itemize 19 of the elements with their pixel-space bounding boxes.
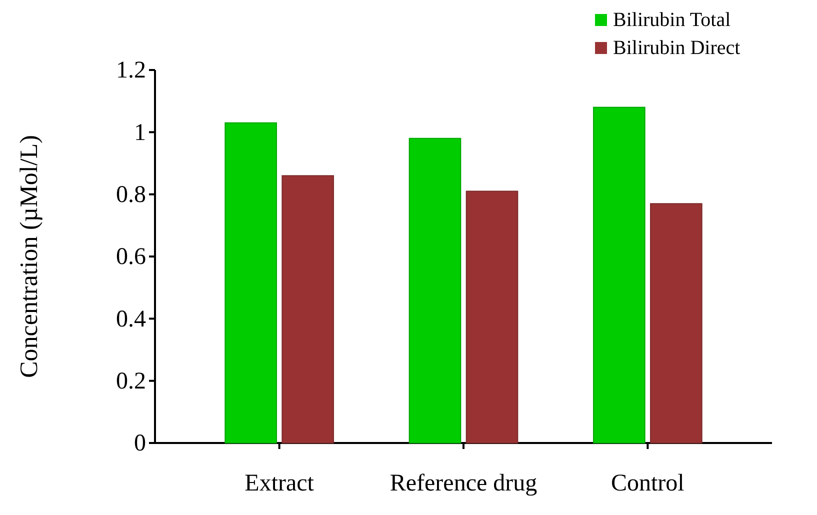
y-tick-label: 1 (134, 120, 146, 146)
legend-label: Bilirubin Direct (613, 37, 741, 59)
bar (282, 175, 334, 444)
bar (466, 190, 518, 444)
bar (224, 122, 277, 444)
bar (408, 138, 462, 444)
x-tick-label: Control (611, 470, 685, 496)
y-tick-label: 0.6 (116, 244, 146, 270)
x-tick-label: Extract (244, 470, 314, 496)
y-tick-label: 0.4 (116, 306, 146, 332)
y-axis-title: Concentration (µMol/L) (16, 135, 43, 378)
legend-label: Bilirubin Total (613, 9, 732, 31)
bar (650, 203, 702, 444)
y-tick-label: 0 (134, 430, 146, 457)
x-tick-label: Reference drug (390, 470, 538, 496)
bar (593, 106, 646, 444)
y-tick-label: 0.2 (116, 368, 146, 395)
y-tick-label: 1.2 (116, 58, 146, 84)
y-tick-label: 0.8 (116, 182, 146, 208)
